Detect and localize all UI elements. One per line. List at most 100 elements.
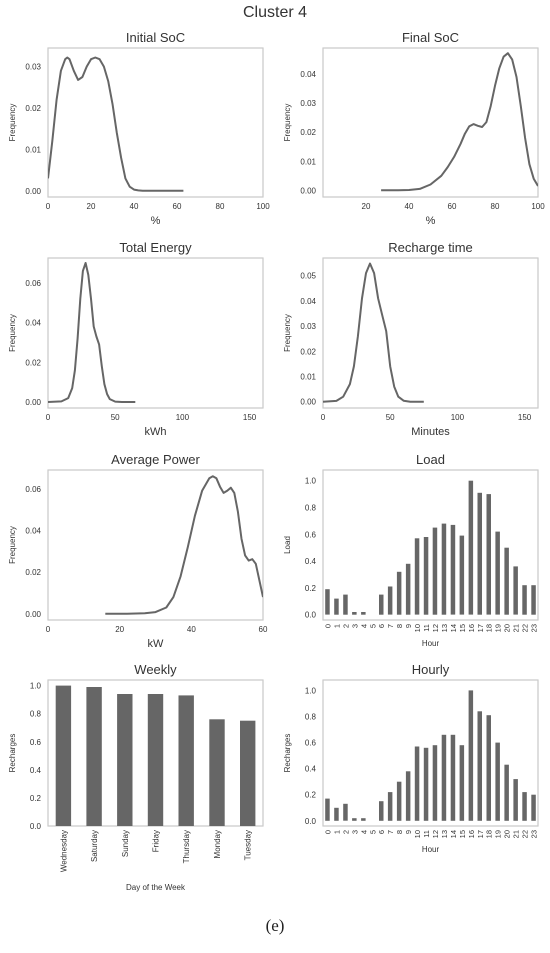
- y-axis-label: Recharges: [283, 734, 292, 773]
- bar: [86, 687, 102, 826]
- x-tick-label: Monday: [213, 830, 222, 858]
- x-tick-label: 40: [130, 202, 139, 211]
- bar: [352, 818, 357, 821]
- y-tick-label: 0.8: [30, 710, 42, 719]
- y-axis-label: Load: [283, 536, 292, 554]
- bar: [486, 715, 491, 821]
- density-line: [48, 56, 184, 192]
- density-line: [381, 52, 538, 192]
- y-axis-label: Frequency: [283, 314, 292, 352]
- bar: [117, 694, 133, 826]
- y-tick-label: 0.0: [305, 817, 317, 826]
- bar: [334, 598, 339, 615]
- bar: [405, 563, 411, 615]
- x-tick-label: 20: [115, 625, 124, 634]
- x-tick-label: 12: [431, 830, 440, 838]
- x-tick-label: 0: [323, 830, 332, 834]
- y-tick-label: 0.03: [300, 99, 316, 108]
- bar: [450, 524, 456, 615]
- x-tick-label: 50: [386, 413, 395, 422]
- density-line: [105, 475, 263, 615]
- x-tick-label: 16: [467, 830, 476, 838]
- bar: [396, 781, 402, 821]
- x-tick-label: 150: [243, 413, 257, 422]
- y-tick-label: 0.01: [300, 157, 316, 166]
- bar: [432, 527, 438, 615]
- x-tick-label: 6: [377, 624, 386, 628]
- bar: [343, 594, 348, 615]
- x-tick-label: 4: [359, 830, 368, 834]
- density-line: [323, 262, 424, 403]
- y-tick-label: 0.03: [300, 322, 316, 331]
- x-tick-label: Saturday: [90, 830, 99, 862]
- bar: [531, 585, 536, 615]
- x-axis-label: kW: [148, 638, 165, 650]
- x-axis-label: %: [151, 215, 161, 227]
- x-tick-label: Tuesday: [244, 830, 253, 860]
- bar: [325, 798, 330, 821]
- bar: [459, 535, 465, 615]
- bar: [423, 537, 429, 615]
- x-tick-label: 6: [377, 830, 386, 834]
- y-tick-label: 0.02: [25, 358, 41, 367]
- x-tick-label: 20: [87, 202, 96, 211]
- x-tick-label: 11: [422, 624, 431, 632]
- x-tick-label: 13: [440, 624, 449, 632]
- x-tick-label: 23: [530, 830, 539, 838]
- x-tick-label: 7: [386, 830, 395, 834]
- x-axis-label: Minutes: [411, 426, 450, 438]
- x-tick-label: 18: [485, 830, 494, 838]
- y-tick-label: 0.00: [300, 398, 316, 407]
- x-tick-label: 80: [491, 202, 500, 211]
- y-tick-label: 0.00: [25, 610, 41, 619]
- y-tick-label: 1.0: [305, 477, 317, 486]
- y-tick-label: 0.4: [30, 766, 42, 775]
- y-tick-label: 0.6: [305, 739, 317, 748]
- chart-title: Final SoC: [402, 30, 459, 45]
- y-tick-label: 0.01: [300, 372, 316, 381]
- y-tick-label: 0.6: [30, 738, 42, 747]
- y-tick-label: 1.0: [30, 682, 42, 691]
- chart-title: Recharge time: [388, 240, 473, 255]
- bar: [513, 566, 518, 615]
- bar: [178, 695, 194, 826]
- x-tick-label: 3: [350, 830, 359, 834]
- y-axis-label: Recharges: [8, 734, 17, 773]
- x-tick-label: 8: [395, 624, 404, 628]
- bar: [423, 747, 429, 821]
- x-tick-label: 17: [476, 624, 485, 632]
- x-tick-label: 40: [187, 625, 196, 634]
- x-axis-label: Hour: [422, 639, 440, 648]
- x-tick-label: 20: [503, 624, 512, 632]
- x-tick-label: 20: [503, 830, 512, 838]
- bar: [379, 801, 384, 821]
- x-tick-label: 7: [386, 624, 395, 628]
- y-tick-label: 0.00: [25, 187, 41, 196]
- bar: [405, 771, 411, 821]
- y-tick-label: 0.2: [305, 791, 317, 800]
- bar: [486, 494, 491, 615]
- chart-2: Final SoC 0.00 0.01 0.02 0.03 0.04 Frequency 20…: [283, 30, 545, 227]
- x-tick-label: 9: [404, 830, 413, 834]
- x-tick-label: 3: [350, 624, 359, 628]
- x-tick-label: 12: [431, 624, 440, 632]
- bar: [414, 746, 420, 821]
- x-tick-label: 0: [321, 413, 326, 422]
- bar: [387, 792, 393, 821]
- y-tick-label: 0.2: [305, 584, 317, 593]
- chart-5: Average Power 0.00 0.02 0.04 0.06 Frequency 0 2…: [8, 452, 268, 650]
- x-tick-label: 1: [332, 830, 341, 834]
- x-tick-label: 8: [395, 830, 404, 834]
- chart-title: Load: [416, 452, 445, 467]
- bar: [477, 711, 482, 821]
- y-tick-label: 0.4: [305, 557, 317, 566]
- x-tick-label: 0: [46, 413, 51, 422]
- bar: [147, 694, 164, 826]
- y-tick-label: 0.04: [25, 526, 41, 535]
- chart-1: Initial SoC 0.00 0.01 0.02 0.03 Frequency 0 20 4…: [8, 30, 270, 227]
- x-tick-label: 0: [46, 202, 51, 211]
- x-tick-label: Friday: [152, 830, 161, 852]
- bar: [522, 792, 527, 821]
- chart-title: Average Power: [111, 452, 200, 467]
